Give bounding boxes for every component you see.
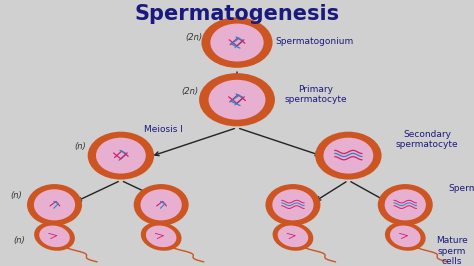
Ellipse shape bbox=[88, 132, 154, 180]
Ellipse shape bbox=[34, 189, 75, 220]
Text: Spermatogenesis: Spermatogenesis bbox=[135, 4, 339, 24]
Ellipse shape bbox=[273, 222, 313, 251]
Ellipse shape bbox=[96, 138, 146, 174]
Text: Spermatids: Spermatids bbox=[448, 184, 474, 193]
Text: Spermatogonium: Spermatogonium bbox=[275, 37, 353, 46]
Text: (2n): (2n) bbox=[181, 87, 198, 96]
Ellipse shape bbox=[390, 226, 420, 247]
Ellipse shape bbox=[199, 73, 275, 126]
Ellipse shape bbox=[34, 222, 75, 251]
Text: (n): (n) bbox=[11, 191, 22, 200]
Ellipse shape bbox=[272, 189, 314, 220]
Ellipse shape bbox=[141, 222, 182, 251]
Text: (n): (n) bbox=[75, 142, 86, 151]
Text: Primary
spermatocyte: Primary spermatocyte bbox=[284, 85, 347, 104]
Text: Meiosis I: Meiosis I bbox=[144, 124, 183, 134]
Text: (2n): (2n) bbox=[186, 33, 203, 42]
Ellipse shape bbox=[278, 226, 308, 247]
Ellipse shape bbox=[134, 184, 189, 226]
Ellipse shape bbox=[384, 189, 426, 220]
Ellipse shape bbox=[323, 138, 373, 174]
Ellipse shape bbox=[141, 189, 182, 220]
Ellipse shape bbox=[27, 184, 82, 226]
Text: Mature
sperm
cells: Mature sperm cells bbox=[436, 236, 468, 266]
Ellipse shape bbox=[265, 184, 320, 226]
Ellipse shape bbox=[385, 222, 426, 251]
Ellipse shape bbox=[315, 132, 382, 180]
Ellipse shape bbox=[378, 184, 433, 226]
Text: Secondary
spermatocyte: Secondary spermatocyte bbox=[396, 130, 458, 149]
Ellipse shape bbox=[146, 226, 176, 247]
Text: (n): (n) bbox=[13, 236, 25, 245]
Ellipse shape bbox=[209, 80, 265, 120]
Ellipse shape bbox=[39, 226, 70, 247]
Ellipse shape bbox=[201, 17, 273, 68]
Ellipse shape bbox=[210, 24, 264, 61]
